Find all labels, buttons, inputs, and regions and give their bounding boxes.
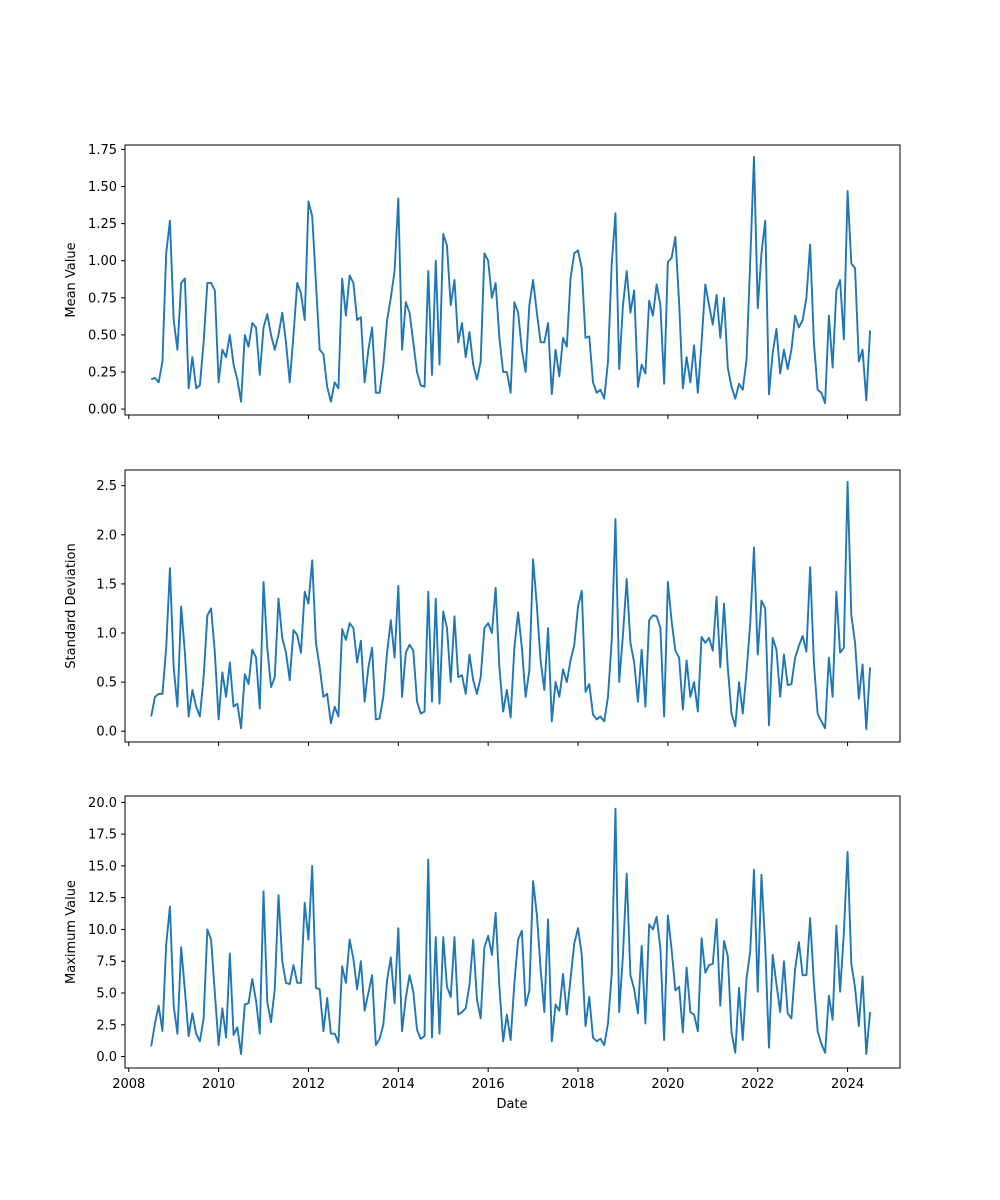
y-tick-label: 1.75 [88,143,117,158]
y-tick-label: 0.50 [88,328,117,343]
y-tick-label: 1.50 [88,180,117,195]
plot-frame [124,144,901,416]
plot-frame [124,469,901,743]
y-tick-label: 2.0 [96,528,117,543]
y-tick-label: 2.5 [96,1018,117,1033]
series-line [150,155,871,405]
y-tick-label: 12.5 [88,891,117,906]
y-tick-label: 0.75 [88,291,117,306]
x-tick-label: 2008 [112,1077,145,1092]
y-tick-label: 0.0 [96,725,117,740]
x-tick-label: 2022 [741,1077,774,1092]
y-tick-label: 17.5 [88,828,117,843]
y-tick-label: 1.00 [88,254,117,269]
panel-1: 0.00 0.25 0.50 0.75 1.00 1.25 1.50 1.75 Mean Val… [64,143,901,419]
plot-frame [124,795,901,1069]
x-tick-label: 2020 [651,1077,684,1092]
y-tick-label: 1.25 [88,217,117,232]
y-tick-label: 5.0 [96,987,117,1002]
y-tick-label: 2.5 [96,479,117,494]
panel-2: 0.0 0.5 1.0 1.5 2.0 2.5 Standard Deviation [64,469,901,746]
y-tick-label: 0.0 [96,1050,117,1065]
x-tick-label: 2018 [561,1077,594,1092]
y-tick-label: 15.0 [88,859,117,874]
y-tick-label: 20.0 [88,796,117,811]
y-tick-label: 1.5 [96,577,117,592]
y-axis-label: Maximum Value [64,880,79,984]
y-tick-label: 0.5 [96,676,117,691]
panel-3: 0.0 2.5 5.0 7.5 10.0 12.5 15.0 17.5 20.0 2008 2010… [64,795,901,1092]
x-tick-label: 2024 [831,1077,864,1092]
series-line [150,480,871,731]
y-axis-label: Standard Deviation [64,543,79,668]
y-tick-label: 0.00 [88,403,117,418]
x-tick-label: 2016 [472,1077,505,1092]
x-tick-label: 2012 [292,1077,325,1092]
series-line [150,807,871,1055]
y-tick-label: 1.0 [96,627,117,642]
y-tick-label: 0.25 [88,365,117,380]
y-tick-label: 7.5 [96,955,117,970]
x-tick-label: 2010 [202,1077,235,1092]
y-axis-label: Mean Value [64,242,79,317]
x-axis-label: Date [496,1097,527,1112]
y-tick-label: 10.0 [88,923,117,938]
x-tick-label: 2014 [382,1077,415,1092]
